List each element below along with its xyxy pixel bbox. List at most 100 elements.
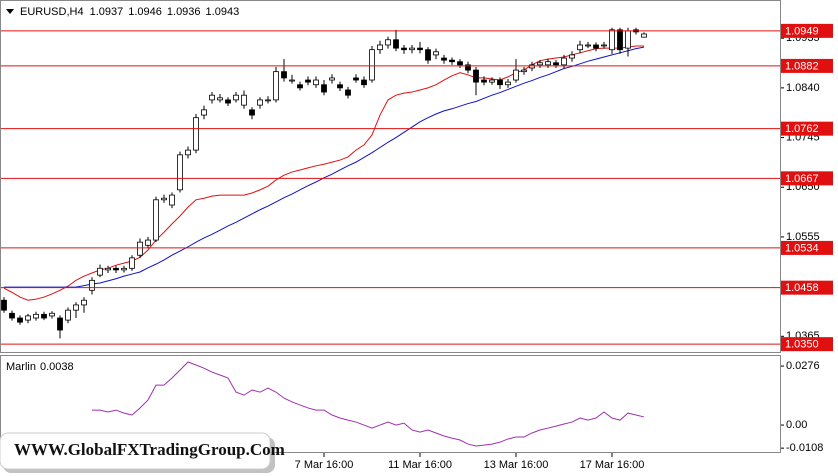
candle-body bbox=[193, 117, 199, 151]
candle-body bbox=[417, 47, 423, 51]
watermark: WWW.GlobalFXTradingGroup.Com bbox=[14, 440, 285, 459]
indicator-pane: 0.0276 0.00 -0.0108 bbox=[92, 360, 823, 454]
candle-body bbox=[537, 62, 543, 66]
candle-body bbox=[49, 312, 55, 317]
candle-body bbox=[1, 299, 7, 311]
candle-body bbox=[481, 79, 487, 83]
candle-body bbox=[561, 57, 567, 66]
candle-body bbox=[577, 44, 583, 51]
candle-body bbox=[401, 47, 407, 51]
x-tick-label: 7 Mar 16:00 bbox=[295, 459, 354, 471]
price-pane: 1.09351.08401.07451.06501.05551.04601.03… bbox=[0, 23, 833, 352]
candle-body bbox=[185, 149, 191, 156]
level-label: 1.0667 bbox=[785, 173, 819, 185]
candle-body bbox=[17, 317, 23, 323]
candle-body bbox=[361, 79, 367, 86]
candle-body bbox=[57, 317, 63, 331]
close: 1.0943 bbox=[206, 6, 240, 18]
candle-body bbox=[505, 81, 511, 86]
level-tag bbox=[781, 23, 833, 38]
candle-body bbox=[121, 267, 127, 271]
level-tag bbox=[781, 58, 833, 73]
candle-body bbox=[169, 194, 175, 206]
candle-body bbox=[129, 257, 135, 269]
candle-body bbox=[321, 84, 327, 93]
candle-body bbox=[585, 44, 591, 47]
candle-body bbox=[489, 79, 495, 83]
level-tag bbox=[781, 280, 833, 295]
candle-body bbox=[297, 84, 303, 89]
x-tick-label: 11 Mar 16:00 bbox=[388, 459, 452, 471]
candle-body bbox=[273, 71, 279, 101]
level-tag bbox=[781, 337, 833, 352]
level-label: 1.0350 bbox=[785, 339, 819, 351]
candle-body bbox=[281, 71, 287, 79]
candle-body bbox=[425, 49, 431, 61]
indicator-tick-label: -0.0108 bbox=[786, 442, 823, 454]
candle-body bbox=[113, 267, 119, 271]
candle-body bbox=[353, 77, 359, 81]
candle-body bbox=[513, 69, 519, 81]
candle-body bbox=[441, 57, 447, 61]
candle-body bbox=[617, 29, 623, 51]
candle-body bbox=[217, 97, 223, 101]
level-tag bbox=[781, 240, 833, 255]
open: 1.0937 bbox=[90, 6, 124, 18]
indicator-frame bbox=[0, 355, 781, 453]
candle-body bbox=[41, 313, 47, 319]
menu-arrow bbox=[6, 9, 14, 14]
candle-body bbox=[369, 49, 375, 81]
watermark-box: WWW.GlobalFXTradingGroup.Com bbox=[0, 432, 285, 473]
candle-body bbox=[625, 30, 631, 49]
indicator-header: Marlin 0.0038 bbox=[6, 361, 74, 373]
candle-body bbox=[65, 309, 71, 321]
indicator-line bbox=[92, 361, 645, 447]
y-tick-label: 1.0555 bbox=[786, 231, 820, 243]
candle-body bbox=[345, 89, 351, 96]
candle-body bbox=[313, 79, 319, 86]
candle-body bbox=[289, 79, 295, 82]
candle-body bbox=[89, 279, 95, 291]
indicator-tick-label: 0.00 bbox=[786, 419, 807, 431]
candle-body bbox=[545, 61, 551, 66]
candle-body bbox=[33, 313, 39, 319]
candle-body bbox=[201, 109, 207, 116]
candle-body bbox=[609, 29, 615, 51]
indicator-tick-label: 0.0276 bbox=[786, 360, 820, 372]
symbol-ohlc: EURUSD,H4 1.0937 1.0946 1.0936 1.0943 bbox=[20, 6, 239, 18]
candle-body bbox=[153, 199, 159, 241]
candle-body bbox=[553, 62, 559, 66]
moving-average bbox=[4, 46, 645, 288]
symbol: EURUSD,H4 bbox=[20, 6, 84, 18]
candle-body bbox=[393, 39, 399, 49]
candle-body bbox=[377, 44, 383, 51]
candle-body bbox=[337, 84, 343, 89]
candle-body bbox=[233, 94, 239, 101]
y-tick-label: 1.0840 bbox=[786, 82, 820, 94]
level-label: 1.0534 bbox=[785, 242, 819, 254]
level-label: 1.0949 bbox=[785, 25, 819, 37]
candle-body bbox=[329, 77, 335, 81]
indicator-value: 0.0038 bbox=[40, 361, 74, 373]
candle-body bbox=[409, 47, 415, 51]
candle-body bbox=[593, 44, 599, 49]
candle-body bbox=[97, 267, 103, 276]
x-tick-label: 13 Mar 16:00 bbox=[484, 459, 549, 471]
level-label: 1.0458 bbox=[785, 282, 819, 294]
candle-body bbox=[265, 99, 271, 102]
level-tag bbox=[781, 171, 833, 186]
candle-body bbox=[257, 99, 263, 106]
watermark-bg bbox=[0, 432, 271, 470]
candle-body bbox=[433, 51, 439, 56]
x-tick-label: 17 Mar 16:00 bbox=[580, 459, 645, 471]
candle-body bbox=[105, 267, 111, 271]
moving-average bbox=[3, 45, 644, 301]
candle-body bbox=[457, 61, 463, 66]
candle-body bbox=[529, 64, 535, 69]
candle-body bbox=[305, 79, 311, 83]
candle-body bbox=[465, 64, 471, 71]
level-label: 1.0882 bbox=[785, 60, 819, 72]
level-label: 1.0762 bbox=[785, 123, 819, 135]
